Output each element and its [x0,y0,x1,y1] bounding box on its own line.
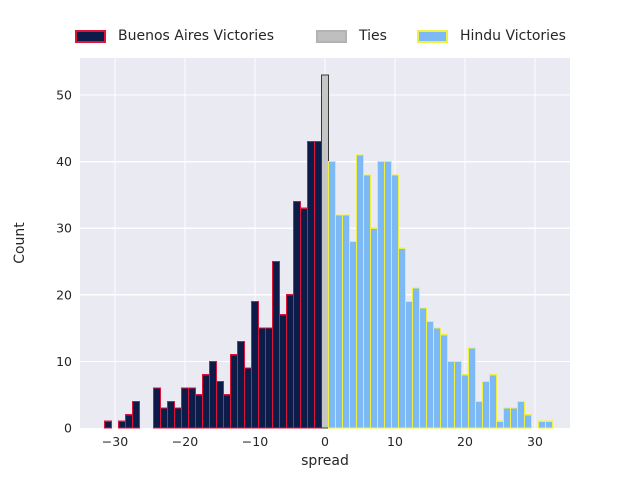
histogram-bar [292,200,302,429]
y-tick-label: 0 [64,421,72,436]
legend-label-buenos-aires: Buenos Aires Victories [118,28,275,44]
y-axis-label: Count [12,222,28,264]
y-tick-label: 20 [56,287,72,302]
histogram-bar [278,314,288,429]
histogram-bar [285,294,295,429]
x-tick-label: 0 [321,434,329,449]
x-tick-label: −10 [242,434,268,449]
histogram-bar [313,141,323,429]
histogram-bar [362,174,372,429]
bars-hindu-victories [327,154,554,429]
legend-swatch-buenos-aires [75,29,106,43]
histogram-bar [481,380,491,429]
histogram-bar [222,394,232,429]
legend: Buenos Aires Victories Ties Hindu Victor… [0,26,640,48]
histogram-bar [334,214,344,429]
y-tick-label: 50 [56,88,72,103]
histogram-bar [327,161,337,429]
histogram-bar [166,400,176,429]
histogram-bar [250,300,260,429]
x-tick-label: 30 [527,434,543,449]
histogram-bar [117,420,127,429]
histogram-bar [516,400,526,429]
legend-entry-buenos-aires: Buenos Aires Victories [75,26,274,46]
x-tick-label: 10 [387,434,403,449]
histogram-bar [159,407,169,429]
histogram-bar [131,400,141,429]
y-tick-label: 40 [56,154,72,169]
histogram-bar [201,374,211,429]
histogram-bar [173,407,183,429]
x-tick-label: 20 [457,434,473,449]
histogram-bar [369,227,379,429]
legend-swatch-hindu [417,29,448,43]
legend-label-ties: Ties [359,28,387,44]
histogram-bar [383,161,393,429]
x-tick-label: −20 [172,434,198,449]
histogram-bar [194,394,204,429]
x-tick-label: −30 [102,434,128,449]
y-tick-label: 10 [56,354,72,369]
bars-ties [320,74,330,429]
histogram-bar [439,334,449,429]
y-axis-tick-labels: 0 10 20 30 40 50 [56,88,72,436]
histogram-bar [180,387,190,429]
histogram-bar [124,414,134,429]
histogram-bar [341,214,351,429]
histogram-bar [432,327,442,429]
histogram-bar [320,74,330,429]
histogram-bar [425,320,435,429]
histogram-bar [474,400,484,429]
histogram-bar [208,360,218,429]
histogram-bar [152,387,162,429]
histogram-bar [404,300,414,429]
histogram-bar [243,367,253,429]
x-axis-label: spread [301,453,349,469]
legend-entry-hindu: Hindu Victories [417,26,566,46]
histogram-bar [215,380,225,429]
histogram-bar [257,327,267,429]
histogram-bar [229,354,239,429]
histogram-bar [348,240,358,429]
histogram-bar [467,347,477,429]
histogram-bar [544,420,554,429]
histogram-bar [236,340,246,429]
histogram-bar [376,161,386,429]
histogram-bar [460,374,470,429]
histogram-bar [187,387,197,429]
histogram-bar [537,420,547,429]
histogram-bar [397,247,407,429]
histogram-bar [495,420,505,429]
histogram-bar [103,420,113,429]
bars-buenos-aires-victories [103,141,323,429]
legend-entry-ties: Ties [316,26,387,46]
histogram-bar [488,374,498,429]
histogram-bar [523,414,533,429]
legend-label-hindu: Hindu Victories [460,28,566,44]
histogram-bar [411,287,421,429]
histogram-bar [271,260,281,429]
histogram-bar [299,207,309,429]
histogram-bar [264,327,274,429]
histogram-bar [390,174,400,429]
histogram-bar [453,360,463,429]
histogram-bar [306,141,316,429]
histogram-bar [502,407,512,429]
histogram-bar [355,154,365,429]
histogram-bar [509,407,519,429]
histogram-bar [418,307,428,429]
histogram-bar [446,360,456,429]
legend-swatch-ties [316,29,347,43]
x-axis-tick-labels: −30 −20 −10 0 10 20 30 [102,434,543,449]
y-tick-label: 30 [56,221,72,236]
